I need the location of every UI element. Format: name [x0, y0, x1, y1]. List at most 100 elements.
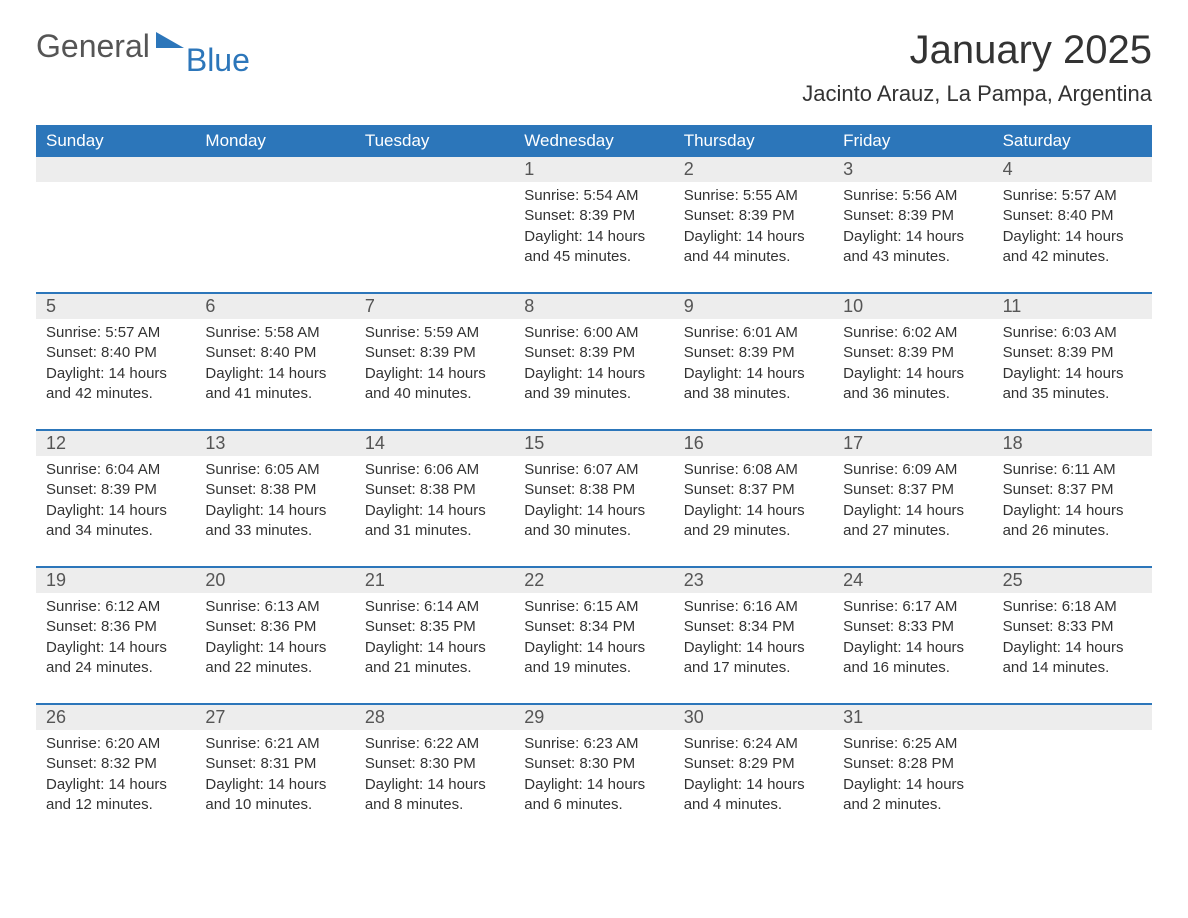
day-number: 24: [833, 568, 992, 593]
titles: January 2025 Jacinto Arauz, La Pampa, Ar…: [802, 28, 1152, 107]
day-cell: Sunrise: 6:05 AMSunset: 8:38 PMDaylight:…: [195, 456, 354, 566]
sunrise-text: Sunrise: 6:22 AM: [365, 734, 506, 754]
day-cell: Sunrise: 6:13 AMSunset: 8:36 PMDaylight:…: [195, 593, 354, 703]
sunset-text: Sunset: 8:39 PM: [843, 206, 984, 226]
sunrise-text: Sunrise: 6:00 AM: [524, 323, 665, 343]
day-cell: Sunrise: 6:20 AMSunset: 8:32 PMDaylight:…: [36, 730, 195, 840]
day-cell: Sunrise: 5:56 AMSunset: 8:39 PMDaylight:…: [833, 182, 992, 292]
sunset-text: Sunset: 8:39 PM: [684, 343, 825, 363]
sunrise-text: Sunrise: 6:15 AM: [524, 597, 665, 617]
d1-text: Daylight: 14 hours: [205, 501, 346, 521]
d2-text: and 21 minutes.: [365, 658, 506, 678]
day-number: 27: [195, 705, 354, 730]
d2-text: and 2 minutes.: [843, 795, 984, 815]
sunrise-text: Sunrise: 6:04 AM: [46, 460, 187, 480]
day-number: 23: [674, 568, 833, 593]
day-number: 19: [36, 568, 195, 593]
d2-text: and 14 minutes.: [1003, 658, 1144, 678]
sunset-text: Sunset: 8:40 PM: [46, 343, 187, 363]
day-cell: [355, 182, 514, 292]
sunrise-text: Sunrise: 6:14 AM: [365, 597, 506, 617]
day-cell: Sunrise: 6:02 AMSunset: 8:39 PMDaylight:…: [833, 319, 992, 429]
sunrise-text: Sunrise: 6:01 AM: [684, 323, 825, 343]
d2-text: and 24 minutes.: [46, 658, 187, 678]
day-cell: Sunrise: 6:00 AMSunset: 8:39 PMDaylight:…: [514, 319, 673, 429]
day-cell: Sunrise: 6:16 AMSunset: 8:34 PMDaylight:…: [674, 593, 833, 703]
sunrise-text: Sunrise: 6:02 AM: [843, 323, 984, 343]
d2-text: and 34 minutes.: [46, 521, 187, 541]
logo-text-blue: Blue: [186, 42, 250, 79]
day-header: Friday: [833, 125, 992, 157]
day-cell: Sunrise: 6:21 AMSunset: 8:31 PMDaylight:…: [195, 730, 354, 840]
sunrise-text: Sunrise: 6:11 AM: [1003, 460, 1144, 480]
d2-text: and 43 minutes.: [843, 247, 984, 267]
d1-text: Daylight: 14 hours: [365, 775, 506, 795]
day-number: 12: [36, 431, 195, 456]
day-number: 1: [514, 157, 673, 182]
day-cell: Sunrise: 6:06 AMSunset: 8:38 PMDaylight:…: [355, 456, 514, 566]
sunrise-text: Sunrise: 6:09 AM: [843, 460, 984, 480]
location: Jacinto Arauz, La Pampa, Argentina: [802, 81, 1152, 107]
day-cell: Sunrise: 6:09 AMSunset: 8:37 PMDaylight:…: [833, 456, 992, 566]
d1-text: Daylight: 14 hours: [205, 775, 346, 795]
sunset-text: Sunset: 8:38 PM: [365, 480, 506, 500]
d1-text: Daylight: 14 hours: [1003, 638, 1144, 658]
sunrise-text: Sunrise: 6:20 AM: [46, 734, 187, 754]
d1-text: Daylight: 14 hours: [684, 364, 825, 384]
day-cell: Sunrise: 5:57 AMSunset: 8:40 PMDaylight:…: [993, 182, 1152, 292]
daynum-row: 262728293031: [36, 703, 1152, 730]
sunrise-text: Sunrise: 6:21 AM: [205, 734, 346, 754]
d1-text: Daylight: 14 hours: [1003, 501, 1144, 521]
sunrise-text: Sunrise: 5:57 AM: [46, 323, 187, 343]
d1-text: Daylight: 14 hours: [46, 501, 187, 521]
day-header: Monday: [195, 125, 354, 157]
sunset-text: Sunset: 8:34 PM: [684, 617, 825, 637]
d1-text: Daylight: 14 hours: [205, 638, 346, 658]
day-cell: Sunrise: 6:08 AMSunset: 8:37 PMDaylight:…: [674, 456, 833, 566]
sunset-text: Sunset: 8:31 PM: [205, 754, 346, 774]
d1-text: Daylight: 14 hours: [843, 638, 984, 658]
content-row: Sunrise: 6:04 AMSunset: 8:39 PMDaylight:…: [36, 456, 1152, 566]
day-number: 10: [833, 294, 992, 319]
day-number: 28: [355, 705, 514, 730]
day-cell: [993, 730, 1152, 840]
day-header: Thursday: [674, 125, 833, 157]
d1-text: Daylight: 14 hours: [46, 364, 187, 384]
day-cell: [195, 182, 354, 292]
sunrise-text: Sunrise: 6:06 AM: [365, 460, 506, 480]
sunset-text: Sunset: 8:34 PM: [524, 617, 665, 637]
calendar: SundayMondayTuesdayWednesdayThursdayFrid…: [36, 125, 1152, 840]
sunset-text: Sunset: 8:37 PM: [843, 480, 984, 500]
d2-text: and 22 minutes.: [205, 658, 346, 678]
d1-text: Daylight: 14 hours: [365, 501, 506, 521]
day-number: 8: [514, 294, 673, 319]
sunrise-text: Sunrise: 6:05 AM: [205, 460, 346, 480]
day-number: [36, 157, 195, 182]
d2-text: and 40 minutes.: [365, 384, 506, 404]
day-cell: Sunrise: 6:22 AMSunset: 8:30 PMDaylight:…: [355, 730, 514, 840]
d1-text: Daylight: 14 hours: [843, 501, 984, 521]
d2-text: and 42 minutes.: [1003, 247, 1144, 267]
day-header: Sunday: [36, 125, 195, 157]
day-cell: Sunrise: 6:23 AMSunset: 8:30 PMDaylight:…: [514, 730, 673, 840]
day-number: 21: [355, 568, 514, 593]
daynum-row: 19202122232425: [36, 566, 1152, 593]
d2-text: and 8 minutes.: [365, 795, 506, 815]
day-cell: Sunrise: 5:59 AMSunset: 8:39 PMDaylight:…: [355, 319, 514, 429]
d1-text: Daylight: 14 hours: [46, 638, 187, 658]
sunset-text: Sunset: 8:36 PM: [205, 617, 346, 637]
d2-text: and 30 minutes.: [524, 521, 665, 541]
d2-text: and 42 minutes.: [46, 384, 187, 404]
day-number: 16: [674, 431, 833, 456]
day-number: 17: [833, 431, 992, 456]
day-number: 25: [993, 568, 1152, 593]
day-number: 11: [993, 294, 1152, 319]
day-number: [993, 705, 1152, 730]
d2-text: and 17 minutes.: [684, 658, 825, 678]
sunrise-text: Sunrise: 5:57 AM: [1003, 186, 1144, 206]
day-header: Wednesday: [514, 125, 673, 157]
sunset-text: Sunset: 8:32 PM: [46, 754, 187, 774]
d1-text: Daylight: 14 hours: [524, 501, 665, 521]
day-cell: Sunrise: 6:11 AMSunset: 8:37 PMDaylight:…: [993, 456, 1152, 566]
day-cell: Sunrise: 6:24 AMSunset: 8:29 PMDaylight:…: [674, 730, 833, 840]
